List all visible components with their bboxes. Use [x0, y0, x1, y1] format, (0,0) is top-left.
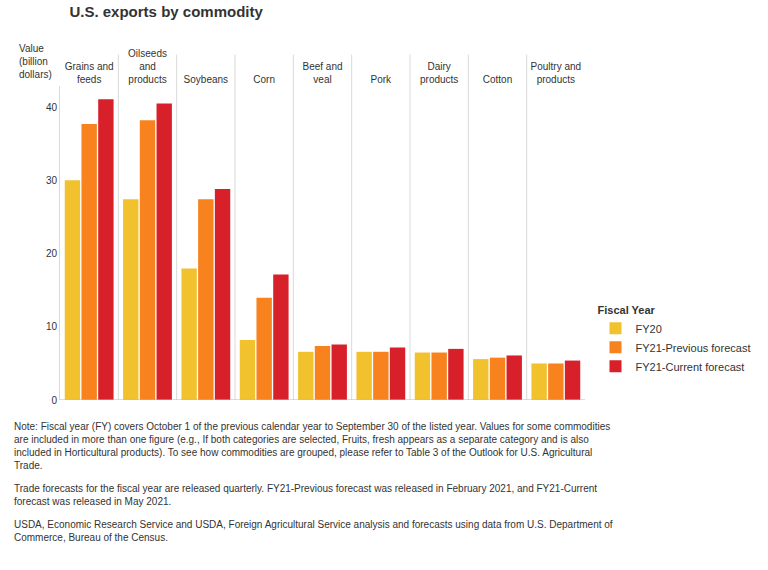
- html-text:Trade forecasts for the fiscal: Trade forecasts for the fiscal year are …: [14, 483, 598, 507]
- svg-text:Cotton: Cotton: [483, 74, 512, 85]
- html-text:USDA, Economic Research Servic: USDA, Economic Research Service and USDA…: [14, 519, 613, 543]
- svg-text:Corn: Corn: [253, 74, 275, 85]
- svg-text:U.S. exports by commodity: U.S. exports by commodity: [69, 3, 263, 20]
- svg-text:Pork: Pork: [371, 74, 393, 85]
- svg-text:Fiscal Year: Fiscal Year: [598, 304, 656, 316]
- svg-text:Grains andfeeds: Grains andfeeds: [65, 61, 114, 85]
- svg-text:Dairyproducts: Dairyproducts: [420, 61, 458, 85]
- svg-text:FY20: FY20: [636, 323, 662, 335]
- svg-text:Beef andveal: Beef andveal: [302, 61, 342, 85]
- svg-text:Poultry andproducts: Poultry andproducts: [531, 61, 582, 85]
- svg-text:FY21-Current forecast: FY21-Current forecast: [636, 361, 745, 373]
- svg-text:40: 40: [46, 102, 58, 113]
- svg-text:Value(billiondollars): Value(billiondollars): [19, 43, 52, 80]
- svg-text:Soybeans: Soybeans: [184, 74, 228, 85]
- svg-text:30: 30: [46, 175, 58, 186]
- html-text:Note: Fiscal year (FY) covers: Note: Fiscal year (FY) covers October 1 …: [14, 421, 611, 471]
- svg-text:20: 20: [46, 248, 58, 259]
- svg-text:FY21-Previous forecast: FY21-Previous forecast: [636, 342, 751, 354]
- svg-text:Oilseedsandproducts: Oilseedsandproducts: [128, 48, 167, 85]
- svg-text:0: 0: [51, 395, 57, 406]
- svg-text:10: 10: [46, 321, 58, 332]
